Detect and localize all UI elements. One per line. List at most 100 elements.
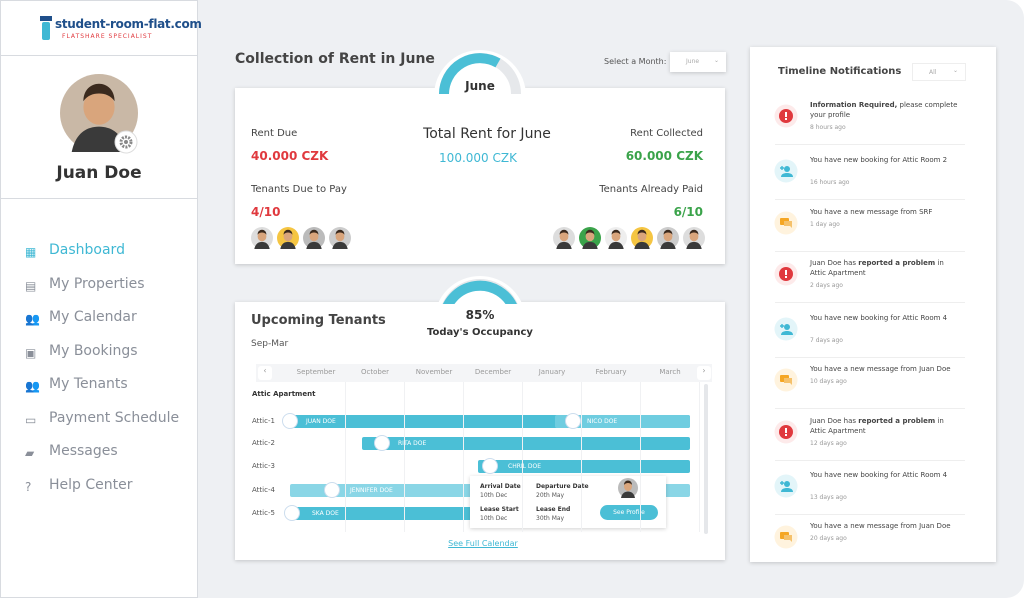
menu-item[interactable]: My Bookings xyxy=(49,342,138,359)
menu-item[interactable]: Dashboard xyxy=(49,242,125,258)
menu-item[interactable]: My Tenants xyxy=(49,376,128,392)
menu-icon: ▰ xyxy=(25,446,35,460)
logo-icon xyxy=(40,16,52,40)
rent-collected: 60.000 CZK xyxy=(625,149,703,163)
panel-title: Timeline Notifications xyxy=(778,66,902,77)
popup-label: Lease Start xyxy=(480,506,519,513)
tenant-avatar xyxy=(251,227,273,249)
notification-time: 10 days ago xyxy=(810,378,847,385)
notification-icon xyxy=(774,525,798,549)
tenant-avatar xyxy=(618,478,638,498)
month-label: November xyxy=(415,368,453,376)
popup-value: 10th Dec xyxy=(480,515,508,522)
grid-line xyxy=(581,382,582,532)
notification-icon xyxy=(774,104,798,128)
tenant-avatar xyxy=(553,227,575,249)
notification-time: 13 days ago xyxy=(810,494,847,501)
menu-icon: ▦ xyxy=(25,245,37,259)
notification-message: Juan Doe has reported a problem in Attic… xyxy=(810,416,960,436)
popup-label: Departure Date xyxy=(536,483,589,490)
room-label: Attic-1 xyxy=(252,417,275,425)
notification-icon xyxy=(774,368,798,392)
paid-tenants: 6/10 xyxy=(673,205,703,219)
grid-line xyxy=(640,382,641,532)
menu-icon: ▭ xyxy=(25,412,37,427)
full-calendar-link[interactable]: See Full Calendar xyxy=(448,539,518,548)
tenant-avatar xyxy=(303,227,325,249)
booking-name: CHRIL DOE xyxy=(508,463,542,470)
tenant-avatar xyxy=(605,227,627,249)
menu-item[interactable]: Help Center xyxy=(49,476,133,493)
notification-time: 20 days ago xyxy=(810,535,847,542)
rent-due: 40.000 CZK xyxy=(251,149,329,163)
notification-text: You have new booking for Attic Room 4 xyxy=(810,471,948,479)
notification-text: Juan Doe has xyxy=(810,259,857,267)
menu-item[interactable]: My Properties xyxy=(49,275,145,292)
tenant-pin xyxy=(565,413,581,429)
tenant-pin xyxy=(284,505,300,521)
booking-bar[interactable]: NICO DOE xyxy=(555,415,690,428)
see-profile-button[interactable]: See Profile xyxy=(600,505,658,520)
tenant-avatar xyxy=(277,227,299,249)
card-title: Upcoming Tenants xyxy=(251,313,386,328)
scrollbar[interactable] xyxy=(704,384,708,534)
room-label: Attic-4 xyxy=(252,486,275,494)
grid-line xyxy=(463,382,464,532)
menu-item[interactable]: Messages xyxy=(49,443,118,459)
prev-button[interactable]: ‹ xyxy=(258,366,272,380)
notification-message: You have new booking for Attic Room 4 xyxy=(810,313,960,323)
separator xyxy=(775,514,965,515)
separator xyxy=(775,357,965,358)
popup-label: Lease End xyxy=(536,506,571,513)
notification-text: You have a new message from Juan Doe xyxy=(810,365,951,373)
due-tenants-label: Tenants Due to Pay xyxy=(251,184,347,195)
tenant-pin xyxy=(374,435,390,451)
booking-name: RITA DOE xyxy=(398,440,427,447)
booking-name: SKA DOE xyxy=(312,510,339,517)
month-gauge xyxy=(434,50,526,96)
tenant-avatar xyxy=(631,227,653,249)
tenant-avatar xyxy=(579,227,601,249)
grid-line xyxy=(404,382,405,532)
room-label: Attic-2 xyxy=(252,439,275,447)
booking-bar[interactable]: SKA DOE xyxy=(290,507,480,520)
next-button[interactable]: › xyxy=(697,366,711,380)
notification-message: You have a new message from Juan Doe xyxy=(810,521,960,531)
tenant-avatar xyxy=(657,227,679,249)
notification-message: You have new booking for Attic Room 2 xyxy=(810,155,960,165)
month-value: June xyxy=(686,58,700,65)
booking-bar[interactable]: RITA DOE xyxy=(362,437,690,450)
tenant-avatar xyxy=(329,227,351,249)
booking-bar[interactable]: CHRIL DOE xyxy=(478,460,690,473)
menu-icon: ? xyxy=(25,479,32,494)
menu-item[interactable]: Payment Schedule xyxy=(49,409,180,426)
logo-tagline: FLATSHARE SPECIALIST xyxy=(62,33,153,40)
filter-select[interactable]: All ⌄ xyxy=(912,63,966,81)
month-label: January xyxy=(538,368,566,376)
menu-icon: 👥 xyxy=(25,312,40,326)
due-tenants: 4/10 xyxy=(251,205,281,219)
menu-item[interactable]: My Calendar xyxy=(49,309,137,325)
notification-icon xyxy=(774,317,798,341)
occupancy-label: Today's Occupancy xyxy=(427,327,533,338)
notification-text: Information Required, xyxy=(810,101,898,109)
total-rent: 100.000 CZK xyxy=(439,151,517,165)
month-select[interactable]: June ⌄ xyxy=(670,52,726,72)
month-label: February xyxy=(595,368,627,376)
user-name: Juan Doe xyxy=(56,163,142,183)
grid-line xyxy=(345,382,346,532)
room-label: Attic-5 xyxy=(252,509,275,517)
notification-text: You have new booking for Attic Room 2 xyxy=(810,156,948,164)
tenant-avatar xyxy=(683,227,705,249)
notification-time: 8 hours ago xyxy=(810,124,846,131)
date-range: Sep-Mar xyxy=(251,339,289,349)
popup-value: 30th May xyxy=(536,515,565,522)
notification-icon xyxy=(774,159,798,183)
settings-button[interactable] xyxy=(114,130,138,154)
booking-name: JENNIFER DOE xyxy=(350,487,393,494)
notification-time: 7 days ago xyxy=(810,337,843,344)
property-name: Attic Apartment xyxy=(252,390,316,398)
menu-icon: 👥 xyxy=(25,379,40,393)
notification-text: in Attic Apartment xyxy=(810,259,944,277)
